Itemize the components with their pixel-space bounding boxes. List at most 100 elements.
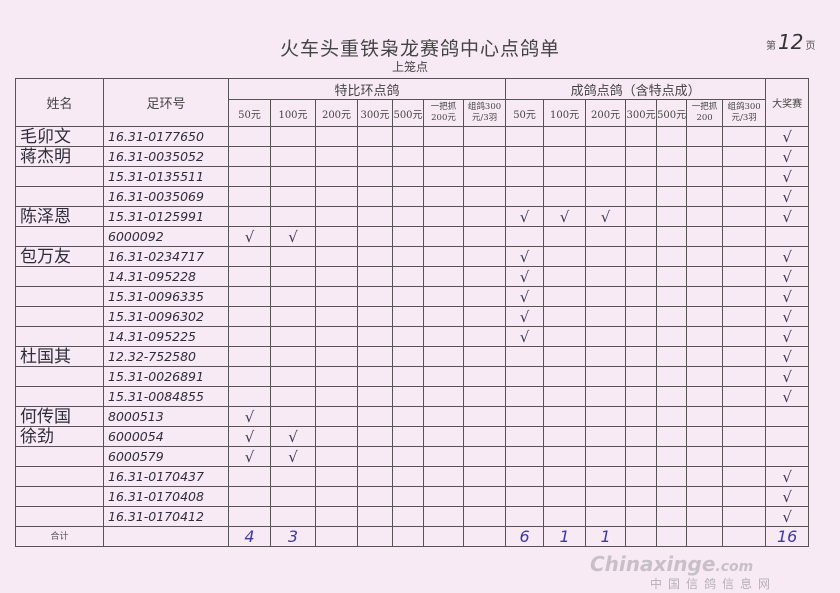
empty-cell: [423, 166, 464, 187]
empty-cell: [462, 506, 507, 527]
empty-cell: [543, 386, 587, 407]
owner-name: [15, 326, 104, 347]
empty-cell: [462, 226, 507, 247]
empty-cell: [423, 406, 464, 427]
header-special-1: 100元: [270, 99, 316, 127]
empty-cell: [585, 186, 627, 207]
table-row: 蒋杰明 16.31-0035052 √: [15, 146, 810, 167]
empty-cell: [656, 286, 688, 307]
empty-cell: [423, 206, 464, 227]
check-mark: √: [765, 286, 810, 307]
empty-cell: [686, 306, 724, 327]
empty-cell: [357, 126, 393, 147]
empty-cell: [543, 446, 587, 467]
empty-cell: [315, 206, 358, 227]
owner-name: [15, 226, 104, 247]
empty-cell: [315, 286, 358, 307]
empty-cell: [543, 226, 587, 247]
header-grand-prize: 大奖赛: [765, 78, 810, 127]
check-mark: √: [270, 446, 316, 467]
empty-cell: [462, 386, 507, 407]
total-row: 合计 4 3 6 1 1 16: [15, 526, 810, 547]
empty-cell: [505, 186, 545, 207]
empty-cell: [270, 126, 316, 147]
total-special-4: [392, 526, 424, 547]
empty-cell: [686, 246, 724, 267]
empty-cell: [505, 386, 545, 407]
owner-name: [15, 166, 104, 187]
empty-cell: [315, 386, 358, 407]
table-row: 毛卯文 16.31-0177650 √: [15, 126, 810, 147]
empty-cell: [392, 246, 424, 267]
empty-cell: [392, 346, 424, 367]
empty-cell: [462, 266, 507, 287]
empty-cell: [585, 406, 627, 427]
empty-cell: [543, 466, 587, 487]
owner-name: 蒋杰明: [15, 146, 104, 167]
empty-cell: [228, 146, 271, 167]
empty-cell: [228, 206, 271, 227]
ring-number: 15.31-0026891: [103, 366, 229, 387]
empty-cell: [656, 246, 688, 267]
empty-cell: [656, 466, 688, 487]
empty-cell: [625, 506, 658, 527]
ring-number: 16.31-0170412: [103, 506, 229, 527]
empty-cell: [686, 366, 724, 387]
empty-cell: [315, 226, 358, 247]
empty-cell: [656, 266, 688, 287]
empty-cell: [357, 346, 393, 367]
empty-cell: [315, 466, 358, 487]
ring-number: 8000513: [103, 406, 229, 427]
table-row: 16.31-0170408 √: [15, 486, 810, 507]
owner-name: [15, 186, 104, 207]
empty-cell: [656, 186, 688, 207]
empty-cell: [357, 366, 393, 387]
empty-cell: [722, 266, 767, 287]
owner-name: 包万友: [15, 246, 104, 267]
check-mark: √: [765, 386, 810, 407]
empty-cell: [686, 346, 724, 367]
empty-cell: [228, 326, 271, 347]
empty-cell: [228, 166, 271, 187]
empty-cell: [392, 426, 424, 447]
check-mark: √: [228, 446, 271, 467]
empty-cell: [357, 446, 393, 467]
check-mark: √: [765, 366, 810, 387]
check-mark: √: [765, 486, 810, 507]
ring-number: 6000054: [103, 426, 229, 447]
empty-cell: [686, 186, 724, 207]
empty-cell: [543, 246, 587, 267]
empty-cell: [228, 346, 271, 367]
empty-cell: [625, 246, 658, 267]
header-adult-3: 300元: [625, 99, 658, 127]
empty-cell: [543, 486, 587, 507]
empty-cell: [625, 346, 658, 367]
check-mark: √: [765, 466, 810, 487]
empty-cell: [686, 446, 724, 467]
empty-cell: [722, 286, 767, 307]
empty-cell: [462, 486, 507, 507]
total-special-2: [315, 526, 358, 547]
empty-cell: [722, 126, 767, 147]
empty-cell: [722, 306, 767, 327]
empty-cell: [543, 166, 587, 187]
empty-cell: [585, 426, 627, 447]
empty-cell: [722, 146, 767, 167]
empty-cell: [765, 226, 810, 247]
header-special-group: 特比环点鸽: [227, 78, 507, 100]
check-mark: √: [543, 206, 587, 227]
empty-cell: [722, 226, 767, 247]
empty-cell: [462, 366, 507, 387]
empty-cell: [625, 286, 658, 307]
empty-cell: [423, 426, 464, 447]
empty-cell: [585, 366, 627, 387]
empty-cell: [270, 406, 316, 427]
empty-cell: [625, 406, 658, 427]
empty-cell: [505, 366, 545, 387]
empty-cell: [625, 126, 658, 147]
total-grand: 16: [765, 526, 810, 547]
empty-cell: [103, 526, 229, 547]
total-adult-3: [625, 526, 658, 547]
empty-cell: [392, 206, 424, 227]
owner-name: [15, 306, 104, 327]
